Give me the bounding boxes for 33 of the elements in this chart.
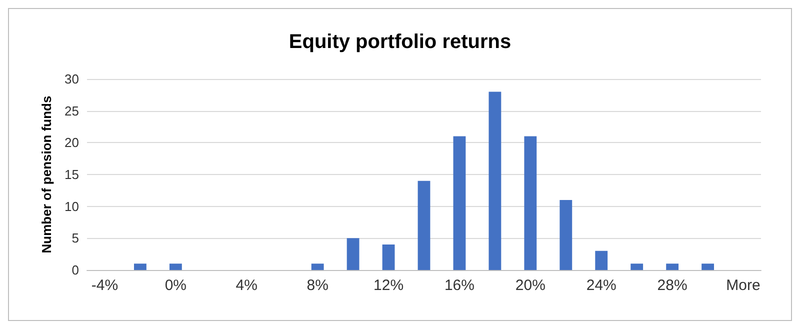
x-tick-label: 28% bbox=[657, 277, 688, 294]
bar bbox=[560, 200, 572, 270]
bar bbox=[488, 92, 502, 270]
y-tick-label: 15 bbox=[64, 167, 79, 182]
x-tick-label: 20% bbox=[515, 277, 546, 294]
bar bbox=[382, 244, 395, 270]
x-tick-label: 8% bbox=[306, 277, 328, 294]
y-axis-title: Number of pension funds bbox=[39, 96, 54, 254]
bar bbox=[134, 264, 146, 270]
bar bbox=[524, 136, 537, 270]
bar bbox=[666, 264, 679, 270]
x-tick-label: 24% bbox=[586, 277, 616, 294]
y-tick-label: 0 bbox=[72, 262, 79, 278]
chart-title: Equity portfolio returns bbox=[288, 31, 512, 53]
y-tick-label: 10 bbox=[64, 198, 79, 214]
bar bbox=[169, 264, 182, 270]
y-tick-label: 25 bbox=[64, 103, 79, 118]
bar bbox=[346, 238, 360, 270]
bar bbox=[453, 136, 466, 270]
y-tick-label: 5 bbox=[72, 230, 79, 246]
x-tick-label: 4% bbox=[236, 277, 258, 294]
y-tick-label: 20 bbox=[64, 135, 79, 150]
bar bbox=[311, 264, 324, 270]
y-tick-label: 30 bbox=[64, 72, 79, 86]
x-tick-label: -4% bbox=[91, 277, 118, 294]
bar bbox=[702, 264, 714, 270]
x-tick-label: 0% bbox=[164, 277, 187, 294]
bar bbox=[418, 180, 430, 270]
x-tick-label: 16% bbox=[444, 277, 474, 294]
x-tick-label: 12% bbox=[374, 277, 404, 294]
bar bbox=[595, 250, 608, 270]
x-tick-label: More bbox=[726, 277, 760, 294]
bar bbox=[630, 264, 644, 270]
